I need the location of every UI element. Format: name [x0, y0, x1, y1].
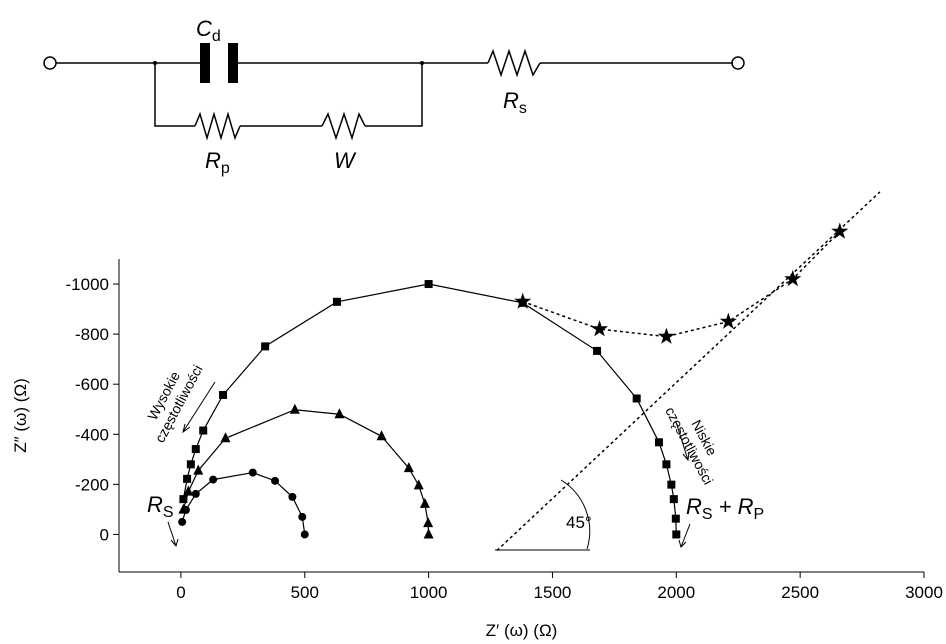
point	[289, 403, 300, 414]
point	[181, 505, 190, 514]
point	[178, 517, 187, 526]
point	[191, 445, 200, 454]
circuit: Cd Rp W Rs	[43, 16, 745, 177]
point	[831, 222, 849, 239]
annotation-part: S	[163, 504, 174, 521]
point	[672, 530, 681, 539]
annotation: RS + RP	[686, 494, 764, 523]
arrow	[182, 381, 216, 434]
point	[186, 460, 195, 469]
label: Rp	[205, 148, 230, 177]
x-tick-label: 2500	[781, 583, 819, 602]
y-tick-label: -600	[75, 375, 109, 394]
x-tick-label: 500	[291, 583, 319, 602]
point	[248, 468, 257, 477]
label: Rs	[503, 88, 527, 117]
point	[193, 464, 204, 475]
point	[671, 514, 680, 523]
point	[669, 495, 678, 504]
terminal	[731, 56, 745, 70]
annotation-part: R	[147, 492, 163, 517]
x-tick-label: 0	[176, 583, 185, 602]
point	[219, 390, 228, 399]
wire	[154, 63, 423, 127]
annotation: RS	[147, 492, 174, 521]
point	[403, 462, 414, 473]
node	[153, 61, 157, 65]
point	[662, 460, 671, 469]
arrow	[675, 421, 690, 462]
point	[667, 480, 676, 489]
point	[261, 342, 270, 351]
y-tick-label: -800	[75, 325, 109, 344]
annotation: Wysokieczęstotliwości	[136, 354, 205, 445]
series-line	[181, 471, 306, 535]
x-tick-label: 1000	[410, 583, 448, 602]
point	[220, 432, 231, 443]
warburg	[321, 111, 366, 141]
capacitor-plate	[228, 43, 238, 83]
y-axis-label: Z″ (ω) (Ω)	[11, 378, 30, 452]
series-line	[522, 230, 841, 338]
y-tick-label: -1000	[66, 275, 109, 294]
point	[199, 426, 208, 435]
point	[654, 438, 663, 447]
point	[419, 497, 430, 508]
annotation-part: R	[686, 494, 702, 519]
point	[209, 475, 218, 484]
arrow	[678, 523, 691, 548]
y-tick-label: 0	[100, 525, 109, 544]
point	[332, 297, 341, 306]
arrow	[167, 521, 179, 548]
annotation: 45°	[566, 513, 592, 532]
point	[288, 492, 297, 501]
point	[657, 327, 675, 344]
point	[179, 495, 188, 504]
y-tick-label: -400	[75, 425, 109, 444]
point	[632, 394, 641, 403]
point	[784, 270, 802, 287]
annotation: Niskieczęstotliwości	[662, 396, 731, 487]
label: W	[334, 148, 357, 173]
node	[420, 61, 424, 65]
point	[719, 312, 737, 329]
terminal	[43, 56, 57, 70]
annotation-part: + R	[713, 494, 754, 519]
point	[423, 517, 434, 528]
point	[593, 346, 602, 355]
x-tick-label: 1500	[534, 583, 572, 602]
point	[298, 512, 307, 521]
x-tick-label: 2000	[657, 583, 695, 602]
capacitor-plate	[200, 43, 210, 83]
x-axis-label: Z′ (ω) (Ω)	[486, 621, 558, 640]
point	[376, 430, 387, 441]
point	[413, 479, 424, 490]
angle-arc	[560, 479, 591, 550]
label: Cd	[196, 16, 221, 45]
resistor	[487, 48, 541, 78]
x-tick-label: 3000	[905, 583, 943, 602]
point	[271, 476, 280, 485]
plot: 0 500 1000 1500 2000 2500 3000 0 -200 -400 -600 -80…	[11, 191, 943, 640]
point	[424, 280, 433, 289]
point	[191, 489, 200, 498]
point	[334, 408, 345, 419]
series-line	[182, 283, 677, 535]
point	[183, 474, 192, 483]
point	[423, 528, 434, 539]
annotation-part: P	[754, 506, 765, 523]
y-tick-label: -200	[75, 475, 109, 494]
point	[183, 485, 194, 496]
resistor	[194, 111, 241, 141]
annotation-part: S	[702, 506, 713, 523]
point	[300, 530, 309, 539]
point	[591, 320, 609, 337]
point	[514, 292, 532, 309]
